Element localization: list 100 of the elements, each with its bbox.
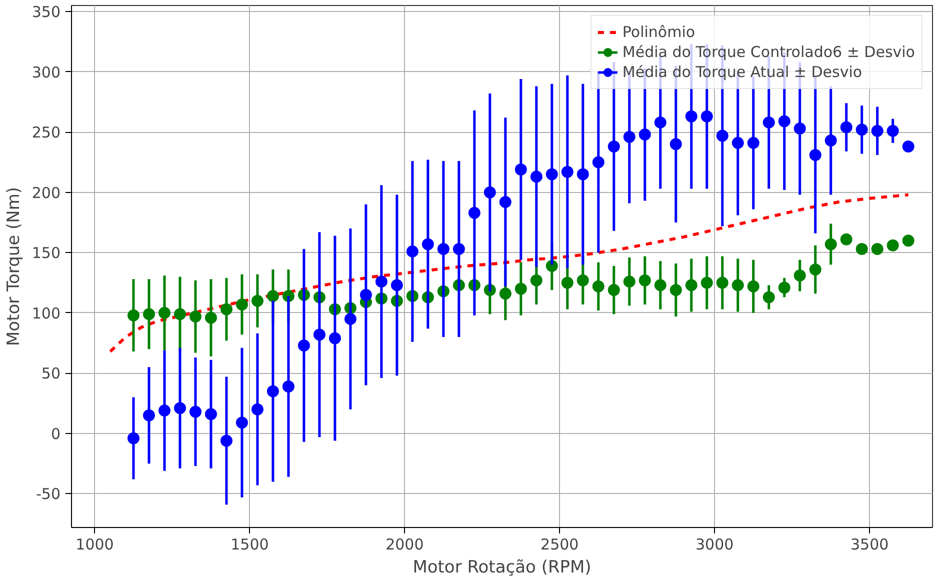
point <box>236 298 248 310</box>
point <box>685 110 698 122</box>
point <box>251 403 264 416</box>
point <box>576 168 589 180</box>
y-axis-title: Motor Torque (Nm) <box>4 186 24 346</box>
point <box>638 128 651 140</box>
x-tick-label: 1500 <box>230 536 269 554</box>
point <box>468 206 480 219</box>
point <box>623 130 636 143</box>
point <box>670 284 682 296</box>
point <box>220 303 232 316</box>
point <box>886 239 899 252</box>
point <box>266 385 279 398</box>
point <box>778 115 790 128</box>
point <box>856 124 868 136</box>
point <box>762 116 775 128</box>
point <box>158 306 170 319</box>
point <box>236 416 248 429</box>
point <box>561 276 574 289</box>
point <box>298 339 310 352</box>
point <box>390 279 403 292</box>
point <box>514 163 527 176</box>
x-tick-label: 3000 <box>696 536 734 554</box>
point <box>732 136 744 149</box>
point <box>204 312 217 324</box>
point <box>576 274 589 286</box>
point <box>437 243 450 256</box>
point <box>142 409 155 422</box>
point <box>902 140 914 153</box>
point <box>452 243 465 256</box>
point <box>592 156 604 168</box>
point <box>127 432 140 444</box>
y-tick-label: 100 <box>32 304 61 322</box>
point <box>344 312 356 325</box>
point <box>732 279 744 292</box>
point <box>360 288 372 301</box>
x-tick-label: 2500 <box>540 536 579 554</box>
legend-label: Média do Torque Atual ± Desvio <box>622 63 862 81</box>
point <box>328 332 341 344</box>
point <box>561 166 574 178</box>
point <box>204 408 217 420</box>
point <box>685 279 698 292</box>
point <box>747 280 760 292</box>
point <box>608 140 620 153</box>
y-tick-label: 150 <box>32 244 61 262</box>
point <box>700 276 713 289</box>
point <box>499 288 512 300</box>
point <box>127 309 140 322</box>
point <box>809 264 822 276</box>
x-axis-title: Motor Rotação (RPM) <box>412 558 592 578</box>
point <box>670 138 682 150</box>
point <box>638 274 651 286</box>
point <box>189 310 202 323</box>
point <box>716 130 728 142</box>
point <box>514 282 527 295</box>
point <box>174 402 186 414</box>
point <box>266 290 279 302</box>
point <box>886 124 899 137</box>
point <box>608 284 620 296</box>
y-tick-label: 250 <box>32 124 61 142</box>
point <box>856 243 868 256</box>
y-tick-label: 50 <box>41 364 61 383</box>
point <box>142 308 155 320</box>
x-tick-label: 3500 <box>850 536 889 554</box>
point <box>824 134 837 147</box>
y-tick-label: 200 <box>32 184 61 202</box>
point <box>794 122 806 134</box>
y-tick-label: 0 <box>50 424 61 443</box>
point <box>499 196 512 208</box>
point <box>174 308 186 320</box>
point <box>546 168 558 180</box>
point <box>809 149 822 161</box>
y-tick-label: -50 <box>36 485 60 504</box>
point <box>623 276 636 288</box>
point <box>282 380 294 392</box>
point <box>406 245 418 258</box>
point <box>840 233 852 246</box>
point <box>654 279 666 292</box>
point <box>654 116 666 128</box>
point <box>530 274 542 286</box>
legend-label: Média do Torque Controlado6 ± Desvio <box>622 43 915 61</box>
point <box>778 282 790 294</box>
point <box>530 170 542 183</box>
point <box>158 404 170 417</box>
y-tick-label: 350 <box>32 3 61 22</box>
y-tick-label: 300 <box>32 63 61 82</box>
point <box>189 406 202 418</box>
line-series <box>108 193 910 353</box>
point <box>484 186 496 198</box>
point <box>716 276 728 289</box>
point <box>871 124 884 137</box>
point <box>824 238 837 250</box>
x-tick-label: 1000 <box>76 536 114 554</box>
point <box>762 291 775 304</box>
point <box>871 243 884 256</box>
point <box>747 136 760 149</box>
legend-label: Polinômio <box>622 23 696 41</box>
point <box>251 294 264 307</box>
point <box>592 280 604 292</box>
x-tick-label: 2000 <box>386 536 424 554</box>
